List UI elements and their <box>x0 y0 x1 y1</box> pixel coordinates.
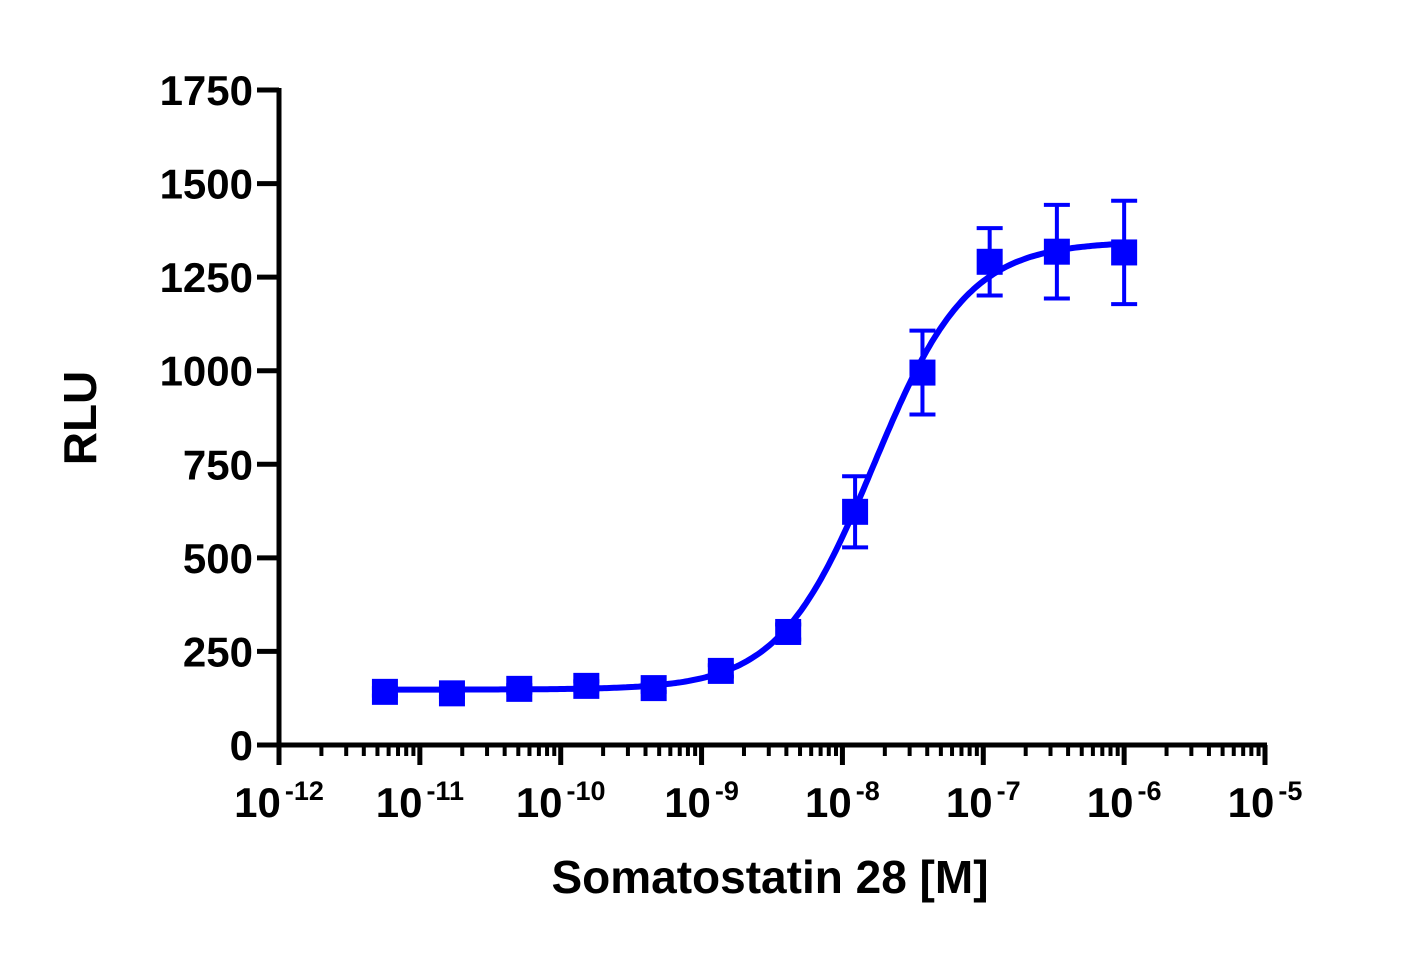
y-tick-label: 1000 <box>160 348 253 395</box>
x-tick-exponent: -12 <box>285 776 324 806</box>
x-axis-label: Somatostatin 28 [M] <box>551 851 988 903</box>
data-point <box>842 498 869 525</box>
x-tick-label: 10 -12 <box>234 776 324 826</box>
x-tick-base: 10 <box>234 779 281 826</box>
data-point <box>1111 239 1138 266</box>
data-point-group <box>976 226 1003 298</box>
data-point-group <box>438 680 465 707</box>
x-tick-exponent: -7 <box>997 776 1021 806</box>
y-axis-label: RLU <box>54 371 106 466</box>
data-point <box>976 248 1003 275</box>
x-tick-base: 10 <box>1087 779 1134 826</box>
x-tick-label: 10 -10 <box>516 776 606 826</box>
y-tick-label: 1500 <box>160 161 253 208</box>
x-tick-base: 10 <box>376 779 423 826</box>
x-tick-exponent: -8 <box>856 776 880 806</box>
data-point-group <box>909 328 936 417</box>
data-point-group <box>640 675 667 702</box>
x-tick-label: 10 -9 <box>664 776 739 826</box>
data-point-group <box>506 675 533 702</box>
fit-curve <box>384 240 1125 693</box>
x-tick-label: 10 -8 <box>805 776 880 826</box>
data-point <box>573 672 600 699</box>
x-tick-label: 10 -5 <box>1228 776 1303 826</box>
data-point <box>640 675 667 702</box>
data-point <box>909 359 936 386</box>
y-tick-label: 250 <box>183 628 253 675</box>
y-tick-label: 1750 <box>160 67 253 114</box>
data-point-group <box>371 678 398 705</box>
x-tick-base: 10 <box>946 779 993 826</box>
axes <box>276 88 1267 748</box>
x-tick-exponent: -9 <box>715 776 739 806</box>
x-tick-base: 10 <box>805 779 852 826</box>
y-tick-label: 500 <box>183 535 253 582</box>
x-tick-base: 10 <box>516 779 563 826</box>
plot-area <box>371 198 1138 707</box>
y-tick-label: 750 <box>183 441 253 488</box>
x-tick-exponent: -11 <box>426 776 464 806</box>
x-tick-exponent: -5 <box>1278 776 1302 806</box>
x-tick-label: 10 -7 <box>946 776 1021 826</box>
x-tick-exponent: -6 <box>1137 776 1161 806</box>
data-point <box>707 657 734 684</box>
data-point <box>371 678 398 705</box>
x-tick-base: 10 <box>1228 779 1275 826</box>
data-point-group <box>1111 198 1138 307</box>
data-point-group <box>573 672 600 699</box>
data-point-group <box>842 474 869 550</box>
data-point <box>775 618 802 645</box>
data-point <box>506 675 533 702</box>
data-point <box>1043 238 1070 265</box>
x-tick-base: 10 <box>664 779 711 826</box>
data-point-group <box>1043 202 1070 301</box>
data-point-group <box>707 657 734 684</box>
y-tick-label: 0 <box>230 722 253 769</box>
x-tick-label: 10 -11 <box>376 776 464 826</box>
x-tick-exponent: -10 <box>567 776 606 806</box>
data-point-group <box>775 618 802 645</box>
y-tick-label: 1250 <box>160 254 253 301</box>
data-point <box>438 680 465 707</box>
x-tick-label: 10 -6 <box>1087 776 1162 826</box>
